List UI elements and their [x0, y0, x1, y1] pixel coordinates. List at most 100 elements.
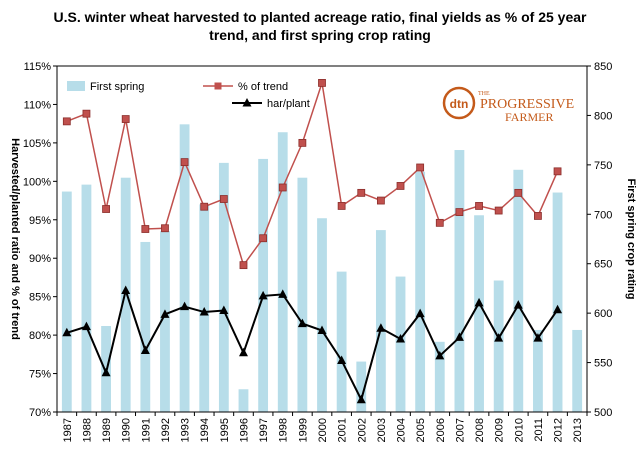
point-pct-of-trend-2008: [475, 202, 483, 210]
x-tick-label: 1999: [297, 418, 309, 442]
bar-first-spring-1992: [160, 231, 170, 412]
x-tick-label: 2007: [454, 418, 466, 442]
bar-first-spring-1996: [238, 389, 249, 412]
point-har-plant-2002: [356, 394, 366, 404]
bar-first-spring-2000: [317, 218, 327, 412]
point-pct-of-trend-1998: [278, 183, 287, 192]
x-tick-label: 1998: [278, 418, 290, 442]
bar-first-spring-2013: [572, 329, 583, 412]
x-tick-label: 2000: [317, 418, 329, 442]
point-har-plant-2009: [494, 333, 504, 342]
point-har-plant-2005: [415, 308, 425, 318]
y-right-tick-label: 650: [594, 259, 612, 271]
point-har-plant-1989: [101, 367, 111, 377]
point-pct-of-trend-1988: [82, 109, 91, 118]
point-pct-of-trend-1999: [298, 138, 307, 147]
bar-first-spring-2004: [395, 276, 406, 412]
bar-first-spring-1998: [277, 132, 288, 412]
x-tick-label: 1996: [238, 418, 250, 442]
point-pct-of-trend-1992: [161, 224, 169, 233]
point-har-plant-2004: [396, 333, 406, 343]
point-pct-of-trend-2001: [337, 202, 346, 210]
dtn-circle-icon: [442, 86, 476, 120]
x-tick-label: 2001: [337, 418, 349, 442]
y-right-tick-label: 800: [594, 110, 612, 122]
bars-layer: [61, 124, 583, 412]
point-pct-of-trend-2011: [534, 212, 542, 220]
bar-first-spring-2011: [533, 329, 543, 412]
point-pct-of-trend-1994: [200, 202, 209, 211]
point-har-plant-1987: [62, 327, 72, 337]
point-pct-of-trend-2003: [376, 196, 385, 205]
point-har-plant-1996: [238, 347, 248, 357]
point-har-plant-2003: [376, 323, 386, 332]
x-tick-label: 2011: [533, 418, 545, 442]
point-har-plant-1991: [140, 345, 150, 354]
x-tick-label: 1994: [199, 418, 211, 442]
point-pct-of-trend-2007: [455, 208, 464, 216]
lines-layer: [62, 79, 563, 404]
legend-swatch-first-spring: [67, 81, 85, 91]
bar-first-spring-1990: [120, 177, 131, 412]
y-left-tick-label: 80%: [29, 330, 51, 342]
point-har-plant-2006: [435, 350, 445, 360]
bar-first-spring-2003: [375, 230, 386, 412]
y-left-tick-label: 90%: [29, 253, 51, 265]
bar-first-spring-2012: [552, 192, 563, 412]
point-har-plant-1997: [258, 290, 268, 300]
x-tick-label: 2009: [494, 418, 506, 442]
bar-first-spring-1995: [218, 162, 229, 412]
x-tick-label: 1988: [81, 418, 93, 442]
x-tick-label: 1987: [62, 418, 74, 442]
bar-first-spring-1999: [297, 177, 308, 412]
bar-first-spring-1987: [61, 191, 72, 412]
point-pct-of-trend-1989: [102, 205, 110, 213]
point-pct-of-trend-2009: [494, 206, 503, 215]
point-pct-of-trend-2010: [514, 188, 523, 197]
y-left-tick-label: 110%: [24, 99, 52, 111]
x-tick-label: 2006: [435, 418, 447, 442]
point-pct-of-trend-1996: [239, 261, 248, 270]
x-tick-label: 2013: [572, 418, 584, 442]
y-left-tick-label: 95%: [29, 215, 51, 227]
x-tick-label: 2008: [474, 418, 486, 442]
legend-label-har-plant: har/plant: [267, 98, 310, 110]
point-pct-of-trend-2005: [416, 163, 425, 172]
chart-title: U.S. winter wheat harvested to planted a…: [0, 8, 640, 44]
point-har-plant-2007: [454, 332, 464, 341]
legend-label-pct-of-trend: % of trend: [238, 81, 288, 93]
point-har-plant-2001: [337, 355, 347, 364]
y-right-tick-label: 700: [594, 209, 612, 221]
y-right-axis-label: First spring crop rating: [625, 178, 637, 299]
logo-farmer-text: FARMER: [505, 110, 553, 124]
point-har-plant-2008: [474, 297, 484, 307]
point-pct-of-trend-2006: [435, 218, 444, 227]
x-tick-label: 1989: [101, 418, 113, 442]
point-har-plant-1994: [199, 307, 209, 316]
point-pct-of-trend-1991: [141, 225, 150, 233]
line-har-plant: [66, 286, 559, 403]
point-har-plant-1999: [297, 318, 307, 328]
point-pct-of-trend-1993: [180, 158, 189, 167]
point-har-plant-1998: [278, 289, 288, 298]
point-pct-of-trend-1997: [259, 234, 268, 243]
y-right-tick-label: 750: [594, 160, 612, 172]
y-right-tick-label: 850: [594, 61, 612, 73]
y-left-tick-label: 115%: [24, 61, 52, 73]
point-har-plant-1993: [180, 301, 190, 311]
point-har-plant-1988: [81, 321, 91, 331]
y-right-tick-label: 550: [594, 358, 612, 370]
x-tick-label: 1991: [140, 418, 152, 442]
legend-label-first-spring: First spring: [90, 81, 144, 93]
bar-first-spring-2008: [474, 215, 484, 412]
x-tick-label: 1997: [258, 418, 270, 442]
bar-first-spring-2010: [513, 169, 524, 412]
chart-title-line-2: trend, and first spring crop rating: [209, 27, 431, 43]
y-left-tick-label: 75%: [29, 369, 51, 381]
bar-first-spring-1997: [258, 158, 269, 412]
point-har-plant-2011: [533, 333, 543, 342]
axes-layer: 70% 75% 80% 85% 90% 95% 100% 105% 110% 115% 500 550…: [9, 61, 637, 442]
logo-dtn-text: dtn: [450, 97, 469, 111]
